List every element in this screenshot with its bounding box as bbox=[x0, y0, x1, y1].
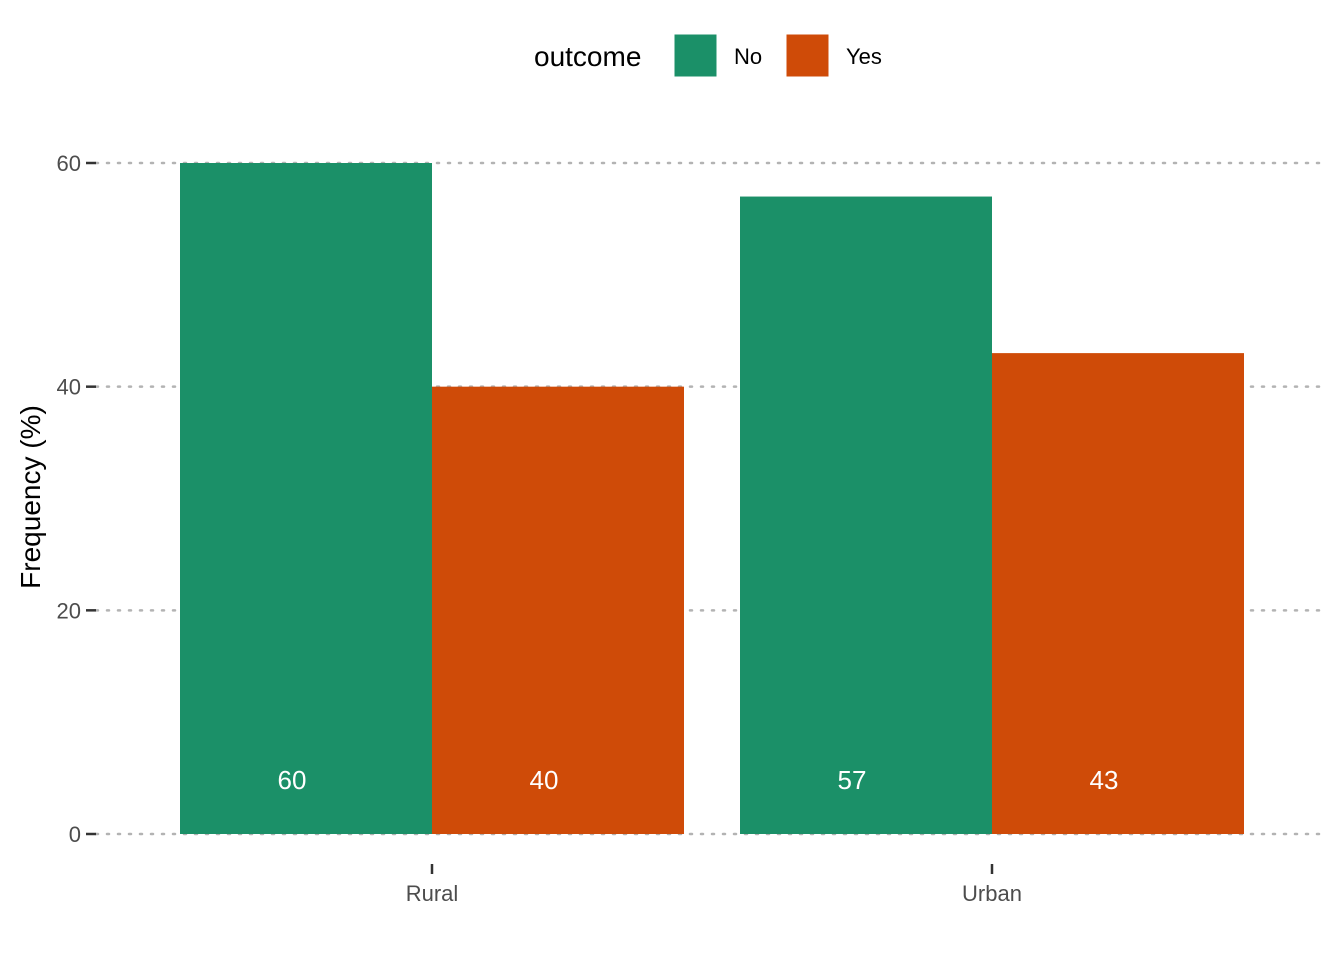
legend-label-no: No bbox=[734, 44, 762, 69]
bar-no-urban bbox=[740, 196, 992, 835]
legend-key-yes bbox=[785, 33, 830, 78]
bar-yes-urban bbox=[992, 353, 1244, 834]
bar-value-label: 40 bbox=[530, 765, 559, 795]
legend-title: outcome bbox=[534, 41, 641, 72]
legend: outcome No Yes bbox=[534, 33, 882, 78]
bar-value-label: 43 bbox=[1090, 765, 1119, 795]
x-tick-label: Rural bbox=[406, 881, 459, 906]
bar-yes-rural bbox=[432, 386, 684, 834]
bars: 60 40 57 43 bbox=[180, 163, 1244, 835]
y-tick-label: 40 bbox=[57, 375, 81, 400]
y-tick-label: 0 bbox=[69, 822, 81, 847]
x-tick-label: Urban bbox=[962, 881, 1022, 906]
bar-no-rural bbox=[180, 163, 432, 834]
legend-key-no bbox=[673, 33, 718, 78]
x-axis: Rural Urban bbox=[406, 864, 1022, 906]
y-tick-label: 60 bbox=[57, 151, 81, 176]
legend-label-yes: Yes bbox=[846, 44, 882, 69]
y-axis: 0 20 40 60 bbox=[57, 151, 96, 847]
grid-lines bbox=[94, 161, 1330, 836]
y-axis-title: Frequency (%) bbox=[15, 405, 46, 589]
bar-value-label: 57 bbox=[838, 765, 867, 795]
y-tick-label: 20 bbox=[57, 598, 81, 623]
bar-value-label: 60 bbox=[278, 765, 307, 795]
